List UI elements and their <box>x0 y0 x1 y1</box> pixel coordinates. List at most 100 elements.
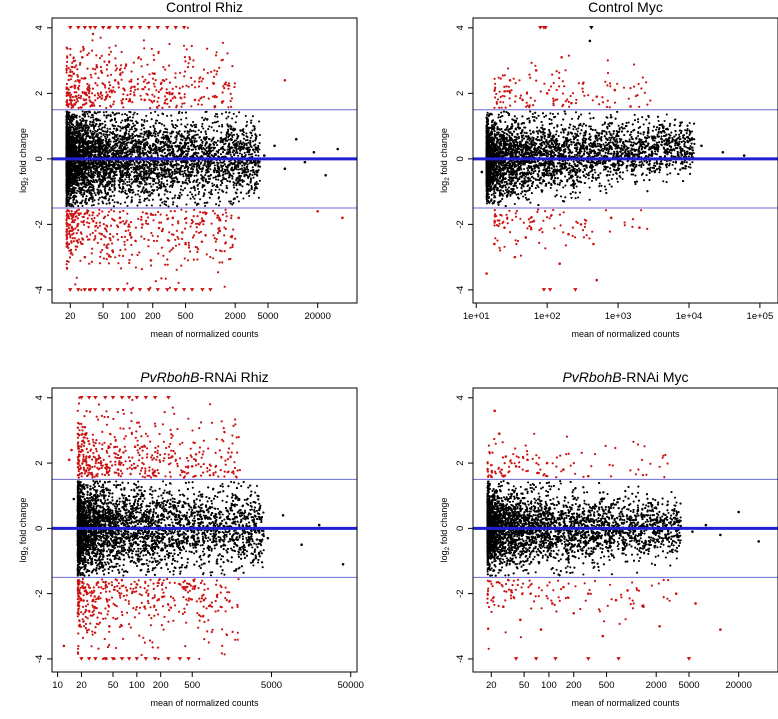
data-point <box>100 26 106 30</box>
data-point <box>92 26 98 30</box>
x-tick-label: 50 <box>519 680 530 691</box>
data-point <box>719 628 722 631</box>
data-point <box>547 288 553 292</box>
x-tick-label: 1e+03 <box>605 311 632 322</box>
data-point <box>76 288 81 292</box>
data-point <box>480 170 484 174</box>
data-point <box>131 533 135 537</box>
y-tick-label: 0 <box>455 156 466 161</box>
x-tick-label: 100 <box>120 311 136 322</box>
data-point <box>181 585 185 589</box>
data-point <box>136 121 139 125</box>
data-point <box>92 288 98 292</box>
data-point <box>82 26 88 30</box>
data-point <box>514 465 518 468</box>
data-point <box>666 147 669 151</box>
data-point <box>650 154 654 157</box>
data-point <box>517 167 521 170</box>
data-point <box>559 514 563 517</box>
y-tick-label: 0 <box>455 526 466 531</box>
data-point <box>126 167 130 170</box>
data-point <box>341 216 344 220</box>
data-point <box>170 543 174 546</box>
data-point <box>100 232 103 236</box>
data-point <box>592 540 596 543</box>
y-tick-label: 2 <box>34 91 45 96</box>
data-point <box>614 530 618 533</box>
data-point <box>545 461 549 465</box>
x-tick-label: 100 <box>129 680 145 691</box>
y-tick-label: 4 <box>455 25 466 30</box>
data-point <box>201 219 204 223</box>
data-point <box>86 395 92 400</box>
data-point <box>238 546 242 550</box>
data-point <box>253 187 257 190</box>
x-tick-label: 20 <box>65 311 76 322</box>
data-point <box>704 523 708 527</box>
data-point <box>141 494 145 498</box>
data-point <box>513 255 517 259</box>
data-point <box>526 458 529 462</box>
data-point <box>83 255 87 259</box>
data-point <box>181 26 187 30</box>
data-point <box>68 128 72 131</box>
data-point <box>496 187 499 190</box>
data-point <box>68 26 73 30</box>
data-point <box>551 602 554 605</box>
data-point <box>91 219 95 223</box>
data-point <box>134 657 140 661</box>
data-point <box>300 543 303 546</box>
data-point <box>497 432 501 436</box>
data-point <box>114 540 118 543</box>
data-point <box>677 520 681 524</box>
x-tick-label: 50 <box>98 311 109 322</box>
data-point <box>143 657 149 661</box>
data-point <box>130 236 133 239</box>
data-point <box>171 216 175 220</box>
plot-frame <box>472 387 778 673</box>
data-point <box>737 510 740 514</box>
data-point <box>193 98 197 102</box>
y-tick-label: 2 <box>34 460 45 465</box>
data-point <box>145 190 149 193</box>
data-point <box>99 461 103 465</box>
data-point <box>95 65 99 69</box>
y-tick-label: 4 <box>34 395 45 400</box>
x-tick-label: 500 <box>184 680 200 691</box>
data-point <box>639 533 643 537</box>
x-tick-label: 1e+02 <box>534 311 561 322</box>
x-tick-label: 20000 <box>304 311 330 322</box>
data-point <box>76 611 80 615</box>
data-point <box>502 605 505 609</box>
data-point <box>537 471 540 475</box>
y-tick-label: 0 <box>34 526 45 531</box>
data-point <box>166 657 171 661</box>
data-point <box>105 517 109 520</box>
data-point <box>154 151 158 154</box>
data-point <box>126 657 132 661</box>
data-point <box>160 229 164 233</box>
data-point <box>616 657 621 661</box>
y-tick-label: -4 <box>455 655 466 663</box>
data-point <box>149 259 153 262</box>
data-point <box>336 147 339 151</box>
data-point <box>237 216 240 220</box>
panel-title: Control Myc <box>588 0 663 15</box>
data-point <box>120 101 124 105</box>
data-point <box>125 589 129 592</box>
data-point <box>294 137 298 141</box>
data-point <box>674 592 678 595</box>
y-tick-label: -2 <box>34 220 45 228</box>
panel-title: PvRbohB-RNAi Rhiz <box>140 369 268 385</box>
data-point <box>605 173 609 177</box>
data-point <box>72 72 76 75</box>
data-point <box>641 141 644 144</box>
data-point <box>123 500 126 504</box>
x-tick-label: 5000 <box>261 680 282 691</box>
data-point <box>103 657 108 661</box>
data-point <box>592 242 595 246</box>
data-point <box>178 92 181 95</box>
data-point <box>86 88 90 92</box>
data-point <box>664 533 667 537</box>
data-point <box>513 657 519 661</box>
